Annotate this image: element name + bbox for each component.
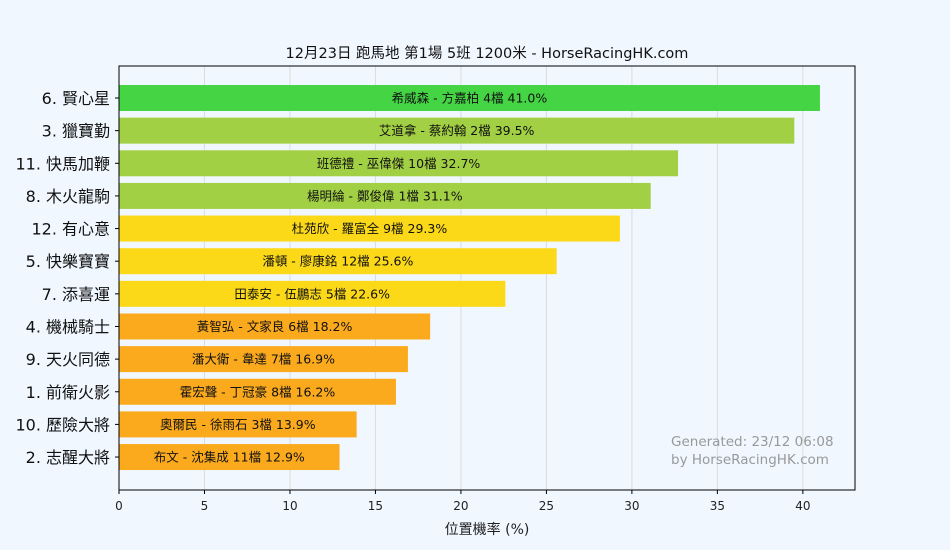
chart-title: 12月23日 跑馬地 第1場 5班 1200米 - HorseRacingHK.… <box>286 44 689 62</box>
y-tick-label: 1. 前衛火影 <box>26 383 110 402</box>
y-tick-label: 8. 木火龍駒 <box>26 187 110 206</box>
bar-label: 奧爾民 - 徐雨石 3檔 13.9% <box>160 417 316 432</box>
x-axis-label: 位置機率 (%) <box>445 521 530 538</box>
x-tick-label: 35 <box>710 499 725 513</box>
y-tick-label: 5. 快樂寶寶 <box>26 252 110 271</box>
bar <box>119 411 357 438</box>
bar <box>119 215 620 242</box>
bar <box>119 85 820 111</box>
bar <box>119 117 795 144</box>
x-tick-label: 30 <box>624 499 639 513</box>
bar-label: 杜苑欣 - 羅富全 9檔 29.3% <box>292 221 448 236</box>
y-axis-labels: 6. 賢心星 3. 獵寶勤 11. 快馬加鞭 8. 木火龍駒 12. 有心意 5. 快樂寶… <box>15 89 119 467</box>
bars: 希威森 - 方嘉柏 4檔 41.0% 艾道拿 - 蔡約翰 2檔 39.5% 班德禮 … <box>119 85 820 471</box>
bar-label: 潘頓 - 廖康銘 12檔 25.6% <box>262 254 413 269</box>
x-tick-label: 10 <box>282 499 297 513</box>
y-tick-label: 3. 獵寶勤 <box>42 122 110 141</box>
bar-label: 班德禮 - 巫偉傑 10檔 32.7% <box>317 156 481 171</box>
generated-note: Generated: 23/12 06:08 <box>671 434 834 450</box>
bar <box>119 346 408 373</box>
source-note: by HorseRacingHK.com <box>671 452 829 468</box>
bar-label: 希威森 - 方嘉柏 4檔 41.0% <box>392 91 548 106</box>
bar <box>119 248 557 275</box>
x-axis-ticks: 0 5 10 15 20 25 30 35 40 <box>115 490 810 513</box>
bar <box>119 313 431 340</box>
y-tick-label: 12. 有心意 <box>31 220 110 239</box>
bar <box>119 280 506 307</box>
bar-label: 布文 - 沈集成 11檔 12.9% <box>154 450 305 465</box>
bar <box>119 182 651 209</box>
bar-label: 黃智弘 - 文家良 6檔 18.2% <box>197 319 353 334</box>
bar-label: 霍宏聲 - 丁冠豪 8檔 16.2% <box>180 384 336 399</box>
y-tick-label: 4. 機械騎士 <box>26 317 110 336</box>
x-tick-label: 0 <box>115 499 123 513</box>
x-tick-label: 25 <box>539 499 554 513</box>
x-tick-label: 40 <box>795 499 810 513</box>
y-tick-label: 10. 歷險大將 <box>15 415 110 434</box>
y-tick-label: 6. 賢心星 <box>42 89 110 108</box>
bar <box>119 378 396 405</box>
x-tick-label: 15 <box>368 499 383 513</box>
bar <box>119 150 679 177</box>
x-tick-label: 5 <box>201 499 209 513</box>
y-tick-label: 2. 志醒大將 <box>26 448 110 467</box>
y-tick-label: 11. 快馬加鞭 <box>15 154 110 173</box>
bar-label: 潘大衛 - 韋達 7檔 16.9% <box>192 352 335 367</box>
y-tick-label: 9. 天火同德 <box>26 350 110 369</box>
x-tick-label: 20 <box>453 499 468 513</box>
bar-label: 田泰安 - 伍鵬志 5檔 22.6% <box>234 286 390 301</box>
bar-label: 楊明綸 - 鄭俊偉 1檔 31.1% <box>307 188 463 203</box>
y-tick-label: 7. 添喜運 <box>42 285 110 304</box>
plot-frame <box>118 65 856 491</box>
bar <box>119 444 340 471</box>
bar-label: 艾道拿 - 蔡約翰 2檔 39.5% <box>379 123 535 138</box>
